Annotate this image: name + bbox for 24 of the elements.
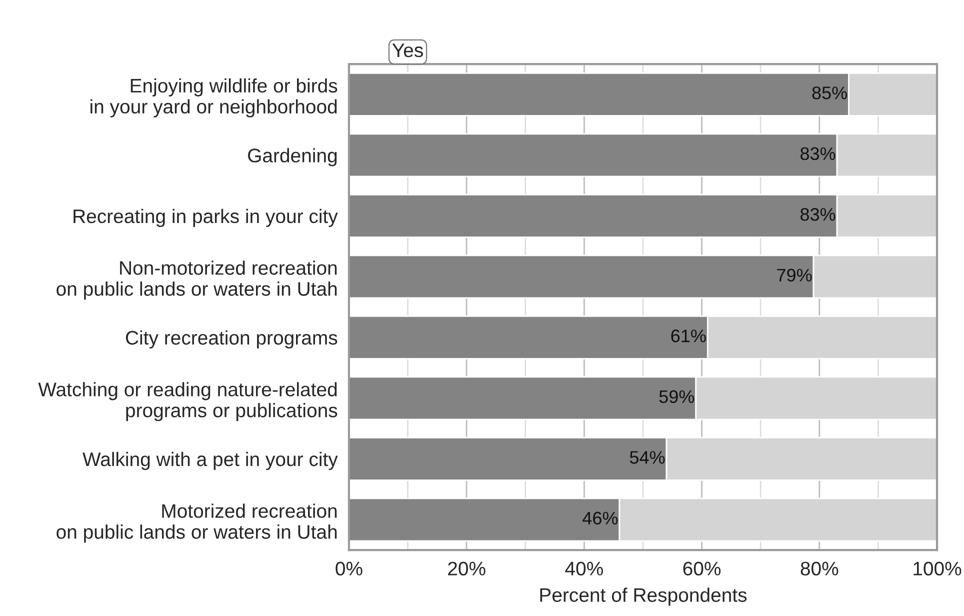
data-label: 83% — [800, 208, 836, 221]
data-label: 54% — [630, 451, 665, 464]
y-tick-label: Walking with a pet in your city — [82, 452, 338, 470]
x-tick-label: 60% — [683, 562, 721, 576]
x-tick-label: 80% — [800, 562, 838, 576]
x-tick-label: 20% — [448, 562, 486, 576]
y-tick-label: Enjoying wildlife or birds in your yard or neighborhood — [90, 78, 338, 118]
y-tick-label: Watching or reading nature-related programs or publications — [38, 382, 338, 422]
y-tick-label: Recreating in parks in your city — [74, 208, 338, 228]
y-tick-label: Non-motorized recreation on public lands or waters in Utah — [56, 260, 337, 300]
data-label: 46% — [582, 512, 618, 525]
series-label: Yes — [392, 44, 423, 58]
data-label: 85% — [812, 86, 847, 100]
data-label: 59% — [659, 390, 694, 404]
data-label: 83% — [800, 147, 836, 160]
y-tick-label: City recreation programs — [126, 330, 338, 349]
data-label: 61% — [671, 330, 706, 342]
x-tick-label: 40% — [565, 562, 603, 576]
x-tick-label: 100% — [914, 562, 962, 576]
x-tick-label: 0% — [336, 562, 362, 576]
y-tick-label: Gardening — [248, 148, 337, 166]
y-tick-label: Motorized recreation on public lands or waters in Utah — [56, 504, 337, 543]
x-axis-title: Percent of Respondents — [540, 588, 747, 606]
data-label: 79% — [777, 268, 812, 282]
